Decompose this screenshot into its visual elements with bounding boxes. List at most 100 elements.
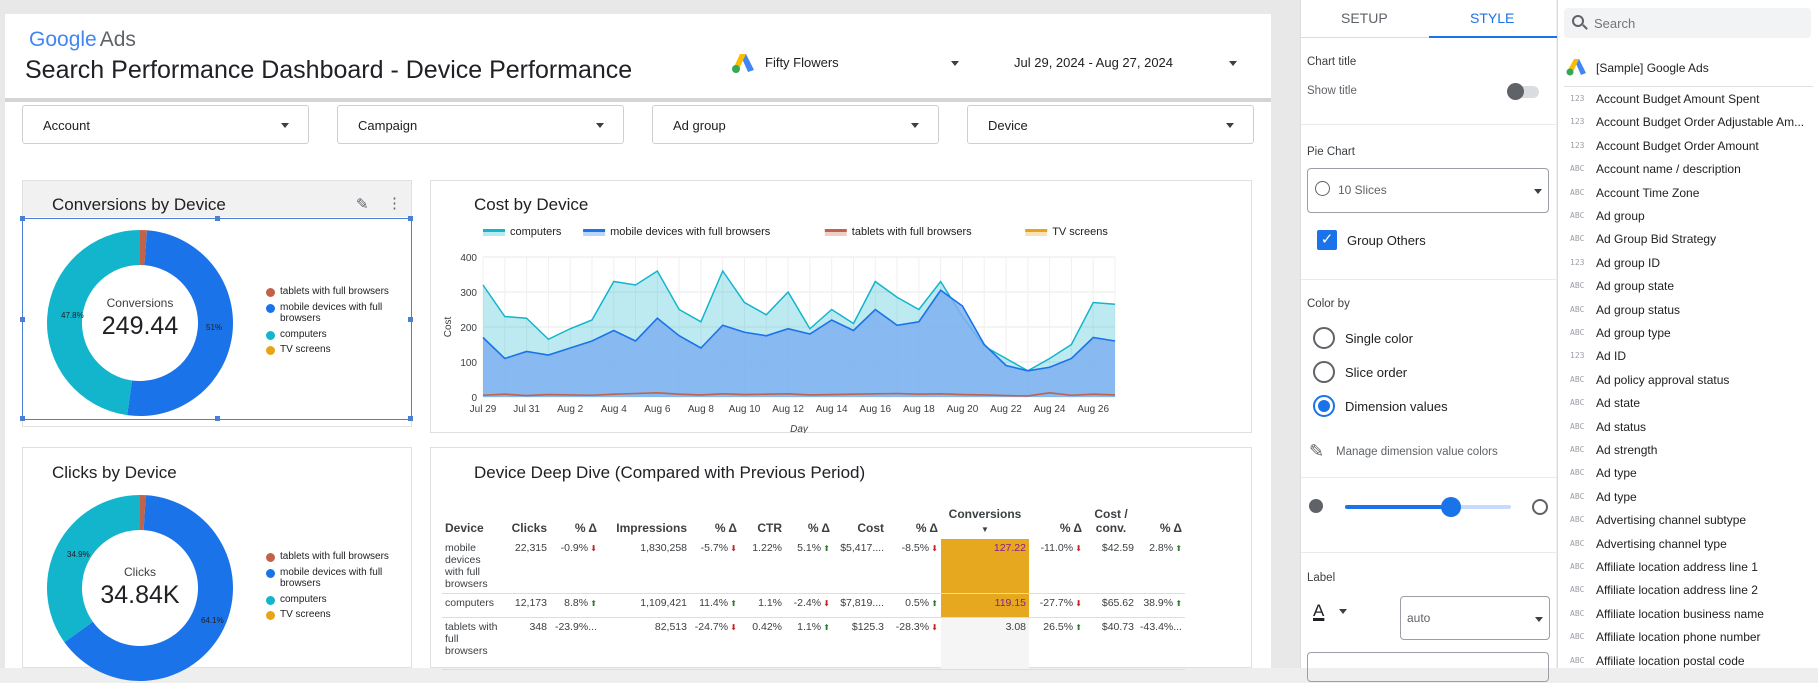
- legend-swatch: [583, 229, 606, 232]
- resize-handle[interactable]: [20, 216, 25, 221]
- slider-thumb[interactable]: [1441, 497, 1461, 517]
- field-item[interactable]: ABC Affiliate location address line 2: [1558, 580, 1818, 603]
- col-device[interactable]: Device: [445, 521, 484, 535]
- field-item[interactable]: ABC Ad state: [1558, 393, 1818, 416]
- field-item[interactable]: ABC Ad policy approval status: [1558, 370, 1818, 393]
- field-item[interactable]: ABC Ad group status: [1558, 300, 1818, 323]
- filter-campaign[interactable]: Campaign: [337, 105, 624, 144]
- field-item[interactable]: ABC Ad group state: [1558, 276, 1818, 299]
- show-title-toggle[interactable]: [1507, 83, 1539, 100]
- field-item[interactable]: ABC Account name / description: [1558, 159, 1818, 182]
- donut-slice-mobile[interactable]: [64, 495, 234, 681]
- field-item[interactable]: 123 Account Budget Order Amount: [1558, 136, 1818, 159]
- x-tick-label: Aug 14: [816, 404, 848, 415]
- col-cost-per-conv-delta[interactable]: % Δ: [1159, 521, 1183, 535]
- field-item[interactable]: ABC Affiliate location business name: [1558, 604, 1818, 627]
- resize-handle[interactable]: [408, 216, 413, 221]
- field-item[interactable]: ABC Ad group type: [1558, 323, 1818, 346]
- manage-colors-link[interactable]: Manage dimension value colors: [1336, 446, 1498, 458]
- field-item[interactable]: ABC Affiliate location postal code: [1558, 651, 1818, 674]
- resize-handle[interactable]: [408, 317, 413, 322]
- table-row[interactable]: mobile devices with full browsers 22,315-…: [442, 539, 1186, 594]
- donut-slice-tablets[interactable]: [140, 230, 148, 266]
- slices-select[interactable]: 10 Slices: [1307, 168, 1549, 213]
- clicks-by-device-card[interactable]: Clicks by Device Clicks 34.84K 34.9% 64.…: [22, 447, 412, 681]
- group-others-checkbox[interactable]: ✓: [1317, 230, 1337, 250]
- selection-frame[interactable]: [20, 216, 413, 421]
- donut-slice-tablets[interactable]: [140, 495, 146, 531]
- field-item[interactable]: ABC Account Time Zone: [1558, 183, 1818, 206]
- col-conversions-delta[interactable]: % Δ: [1059, 521, 1082, 535]
- resize-handle[interactable]: [215, 416, 220, 421]
- col-ctr-delta[interactable]: % Δ: [807, 521, 830, 535]
- table-row[interactable]: tablets with full browsers 348 -23.9%... 82…: [442, 617, 1186, 670]
- col-cost-delta[interactable]: % Δ: [915, 521, 938, 535]
- field-item[interactable]: ABC Ad strength: [1558, 440, 1818, 463]
- divider: [1301, 124, 1557, 125]
- col-clicks-delta[interactable]: % Δ: [574, 521, 597, 535]
- single-color-radio[interactable]: [1313, 327, 1335, 349]
- col-conversions[interactable]: Conversions ▼: [941, 503, 1029, 539]
- resize-handle[interactable]: [20, 416, 25, 421]
- field-item[interactable]: ABC Ad type: [1558, 487, 1818, 510]
- field-item[interactable]: 123 Account Budget Amount Spent: [1558, 89, 1818, 112]
- donut-slice-mobile[interactable]: [127, 230, 233, 416]
- edit-pencil-icon[interactable]: ✎: [356, 196, 369, 213]
- slice-order-radio[interactable]: [1313, 361, 1335, 383]
- donut-slice-computers[interactable]: [46, 230, 141, 416]
- tab-style[interactable]: STYLE: [1470, 10, 1515, 26]
- date-range-selector[interactable]: Jul 29, 2024 - Aug 27, 2024: [1008, 48, 1248, 78]
- field-item[interactable]: 123 Ad group ID: [1558, 253, 1818, 276]
- col-cost[interactable]: Cost: [857, 521, 884, 535]
- dimension-values-radio[interactable]: [1313, 395, 1335, 417]
- conversions-by-device-card[interactable]: Conversions by Device ✎ ⋮ Conversions 24…: [22, 180, 412, 427]
- label-select[interactable]: auto: [1400, 596, 1550, 640]
- field-item[interactable]: ABC Advertising channel type: [1558, 534, 1818, 557]
- donut-slice-computers[interactable]: [47, 495, 140, 643]
- col-clicks[interactable]: Clicks: [511, 521, 547, 535]
- legend-item-mobile: mobile devices with full browsers: [266, 567, 396, 589]
- cell-value: -0.9%: [560, 542, 589, 554]
- conversions-donut-chart[interactable]: [45, 228, 235, 418]
- field-item[interactable]: ABC Advertising channel subtype: [1558, 510, 1818, 533]
- field-item[interactable]: ABC Ad status: [1558, 417, 1818, 440]
- resize-handle[interactable]: [408, 416, 413, 421]
- text-color-button[interactable]: A: [1309, 601, 1349, 623]
- field-item[interactable]: 123 Ad ID: [1558, 346, 1818, 369]
- table-row[interactable]: computers 12,173 8.8% ⬆ 1,109,421 11.4% ⬆ 1.1…: [442, 593, 1186, 618]
- col-ctr[interactable]: CTR: [757, 521, 782, 535]
- x-tick-label: Aug 18: [903, 404, 935, 415]
- data-source-name: [Sample] Google Ads: [1596, 61, 1709, 75]
- filter-ad-group[interactable]: Ad group: [652, 105, 939, 144]
- more-vert-icon[interactable]: ⋮: [387, 195, 402, 212]
- account-selector[interactable]: Fifty Flowers: [725, 48, 965, 78]
- x-tick-label: Aug 4: [601, 404, 628, 415]
- field-item[interactable]: ABC Affiliate location address line 1: [1558, 557, 1818, 580]
- numeric-field-icon: 123: [1570, 351, 1585, 361]
- cost-area-chart[interactable]: computers mobile devices with full browse…: [431, 221, 1251, 433]
- field-item[interactable]: 123 Account Budget Order Adjustable Am...: [1558, 112, 1818, 135]
- col-impressions-delta[interactable]: % Δ: [714, 521, 737, 535]
- cost-by-device-card[interactable]: Cost by Device computers mobile devices w…: [430, 180, 1252, 433]
- deep-dive-table[interactable]: Device Clicks % Δ Impressions % Δ CTR % …: [442, 503, 1186, 670]
- col-impressions[interactable]: Impressions: [616, 521, 687, 535]
- field-item[interactable]: ABC Ad type: [1558, 463, 1818, 486]
- legend-swatch: [266, 304, 275, 313]
- cell-value: mobile devices with full browsers: [445, 542, 488, 590]
- data-source-row[interactable]: [Sample] Google Ads: [1558, 56, 1818, 80]
- search-input[interactable]: [1594, 14, 1794, 32]
- filter-account[interactable]: Account: [22, 105, 309, 144]
- pie-hole-slider[interactable]: [1345, 497, 1511, 517]
- field-search[interactable]: [1564, 8, 1811, 38]
- field-item[interactable]: ABC Ad Group Bid Strategy: [1558, 229, 1818, 252]
- clicks-donut-chart[interactable]: [45, 493, 235, 683]
- resize-handle[interactable]: [20, 317, 25, 322]
- resize-handle[interactable]: [215, 216, 220, 221]
- col-cost-per-conv[interactable]: Cost / conv.: [1094, 507, 1128, 535]
- filter-device[interactable]: Device: [967, 105, 1254, 144]
- text-field-icon: ABC: [1570, 491, 1585, 501]
- tab-setup[interactable]: SETUP: [1341, 10, 1388, 26]
- field-item[interactable]: ABC Affiliate location phone number: [1558, 627, 1818, 650]
- bottom-box[interactable]: [1307, 652, 1549, 682]
- field-item[interactable]: ABC Ad group: [1558, 206, 1818, 229]
